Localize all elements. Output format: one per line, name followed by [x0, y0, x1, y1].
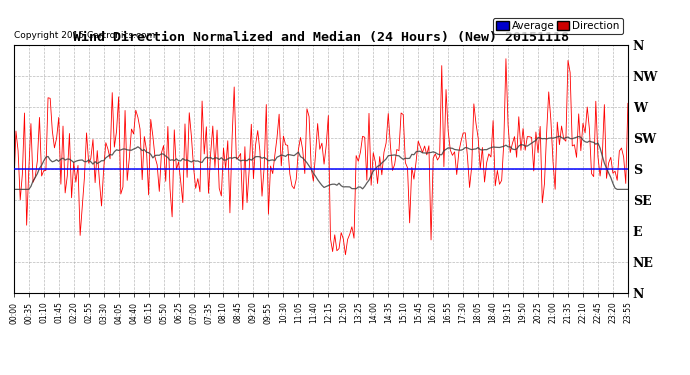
Title: Wind Direction Normalized and Median (24 Hours) (New) 20151118: Wind Direction Normalized and Median (24… — [73, 31, 569, 44]
Text: Copyright 2015 Cartronics.com: Copyright 2015 Cartronics.com — [14, 31, 155, 40]
Legend: Average, Direction: Average, Direction — [493, 18, 622, 34]
